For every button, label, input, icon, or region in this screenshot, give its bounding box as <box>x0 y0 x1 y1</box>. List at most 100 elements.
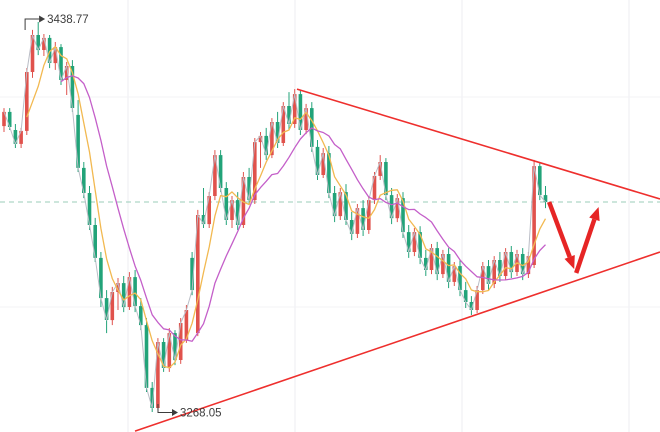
candle-body <box>452 266 457 282</box>
candle-body <box>321 153 325 175</box>
candle-body <box>475 290 479 310</box>
candle-body <box>538 166 542 196</box>
candle-body <box>264 135 268 156</box>
candle-body <box>224 188 229 220</box>
candle-body <box>42 37 46 50</box>
candle-body <box>127 277 132 307</box>
candle-body <box>275 122 280 143</box>
candle-body <box>441 254 445 275</box>
candle-body <box>53 47 58 64</box>
candle-body <box>395 198 400 219</box>
candle-body <box>463 290 468 302</box>
candle-body <box>104 298 109 320</box>
candle-body <box>429 248 434 270</box>
candle-body <box>201 215 206 225</box>
high-annotation-pointer-line <box>24 18 40 30</box>
price-line-gray <box>3 34 546 409</box>
candle-body <box>13 130 18 144</box>
candle-body <box>178 323 183 360</box>
candle-body <box>213 155 217 196</box>
candle-body <box>2 111 6 127</box>
candle-body <box>207 196 211 225</box>
sma-11-line <box>60 75 546 342</box>
candles <box>2 22 548 412</box>
candle-body <box>458 266 462 291</box>
candle-body <box>367 200 371 230</box>
candle-body <box>99 257 103 299</box>
candle-body <box>184 310 189 340</box>
candle-body <box>25 72 29 131</box>
candle-body <box>543 195 548 202</box>
high-price-label: 3438.77 <box>47 14 89 26</box>
candle-body <box>304 108 308 130</box>
down-leg-arrow-shaft <box>546 201 572 258</box>
candle-body <box>338 192 343 217</box>
upper-resistance-trendline <box>296 88 660 200</box>
triangle-trendlines <box>134 88 660 432</box>
down-leg-arrowhead-icon <box>564 255 575 270</box>
candle-body <box>287 106 291 124</box>
candle-body <box>64 66 69 80</box>
candle-body <box>327 153 331 194</box>
candle-body <box>139 306 143 326</box>
candle-body <box>412 232 417 252</box>
forecast-arrows <box>546 201 600 274</box>
candle-body <box>509 252 514 273</box>
candle-body <box>70 66 75 108</box>
candle-body <box>372 175 377 201</box>
candle-body <box>424 257 428 270</box>
candle-body <box>241 177 246 225</box>
candle-body <box>355 208 360 234</box>
candle-body <box>253 142 257 201</box>
candle-body <box>7 111 12 127</box>
sma-5-line <box>26 45 547 369</box>
candle-body <box>59 47 63 80</box>
candle-body <box>435 248 439 275</box>
candle-body <box>270 122 274 156</box>
candle-body <box>230 200 234 220</box>
candle-body <box>173 333 177 361</box>
low-annotation-pointer-line <box>157 404 172 413</box>
candle-body <box>121 283 126 308</box>
candle-body <box>378 162 382 176</box>
lower-support-trendline <box>134 251 660 432</box>
candle-body <box>281 106 286 143</box>
candle-body <box>492 260 496 284</box>
candle-body <box>196 215 200 334</box>
low-price-annotation: 3268.05 <box>157 404 222 420</box>
candle-body <box>167 333 172 369</box>
candle-body <box>150 387 154 408</box>
candle-body <box>401 198 405 233</box>
candle-body <box>526 256 531 275</box>
candle-body <box>315 146 320 175</box>
high-price-annotation: 3438.77 <box>24 14 89 30</box>
candle-body <box>190 257 194 291</box>
candle-body <box>247 177 251 201</box>
candle-body <box>532 166 536 265</box>
candle-body <box>36 35 40 51</box>
high-annotation-arrowhead-icon <box>39 15 46 23</box>
candle-body <box>418 232 422 258</box>
candle-body <box>361 208 365 230</box>
candle-body <box>292 94 297 124</box>
candle-body <box>520 254 525 275</box>
candle-body <box>298 94 303 130</box>
up-leg-arrow-shaft <box>574 218 597 274</box>
candle-body <box>116 283 120 292</box>
candle-body <box>344 192 348 220</box>
candle-body <box>161 342 166 368</box>
low-price-label: 3268.05 <box>180 408 222 420</box>
up-leg-arrowhead-icon <box>589 207 600 222</box>
candle-body <box>156 342 160 408</box>
moving-average-lines <box>3 34 547 409</box>
candle-body <box>76 114 80 168</box>
candle-body <box>93 225 97 258</box>
candle-body <box>235 200 240 225</box>
candle-body <box>469 302 474 310</box>
candle-body <box>389 195 394 219</box>
candle-body <box>332 193 337 217</box>
candle-body <box>406 232 411 252</box>
